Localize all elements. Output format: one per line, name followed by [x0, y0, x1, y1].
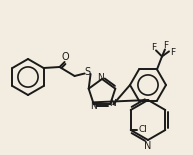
Text: F: F — [152, 43, 157, 52]
Text: N: N — [97, 73, 103, 82]
Text: N: N — [144, 141, 152, 151]
Text: Cl: Cl — [139, 126, 148, 135]
Text: F: F — [170, 48, 176, 57]
Text: F: F — [163, 41, 168, 50]
Text: O: O — [62, 52, 69, 62]
Text: N: N — [109, 99, 116, 108]
Text: S: S — [85, 67, 91, 77]
Text: N: N — [90, 102, 97, 111]
